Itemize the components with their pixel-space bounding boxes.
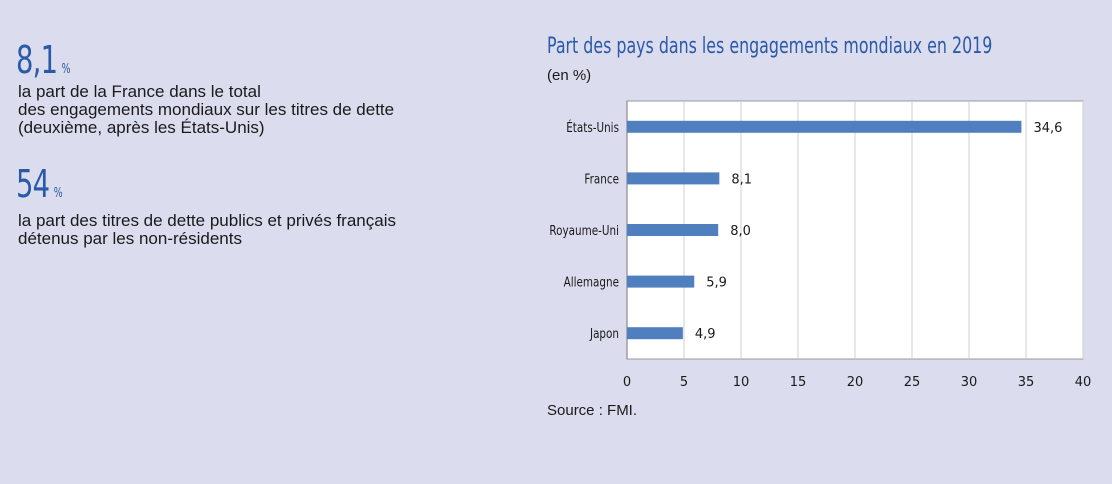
fact-2-value: 54%: [16, 162, 63, 206]
bar-Allemagne: [627, 275, 695, 288]
x-tick-label: 30: [961, 375, 978, 390]
category-label: Allemagne: [564, 274, 619, 289]
x-tick-label: 25: [904, 375, 921, 390]
category-label: France: [584, 171, 619, 186]
category-label: Japon: [589, 326, 619, 341]
fact-1-value: 8,1%: [16, 38, 71, 82]
x-tick-label: 20: [847, 375, 864, 390]
fact-2-text: la part des titres de dette publics et p…: [18, 211, 396, 248]
data-label: 5,9: [706, 276, 727, 291]
x-tick-label: 0: [623, 375, 631, 390]
bar-Japon: [627, 327, 683, 340]
x-tick-label: 5: [680, 375, 688, 390]
data-label: 8,0: [730, 224, 751, 239]
x-tick-label: 40: [1075, 375, 1092, 390]
category-label: Royaume-Uni: [549, 223, 619, 238]
bar-France: [627, 172, 720, 185]
data-label: 8,1: [731, 172, 752, 187]
bar-États-Unis: [627, 120, 1022, 133]
chart-unit: (en %): [547, 67, 592, 84]
x-tick-label: 35: [1018, 375, 1035, 390]
chart-source: Source : FMI.: [547, 402, 638, 419]
data-label: 34,6: [1033, 121, 1062, 136]
data-label: 4,9: [695, 327, 716, 342]
category-label: États-Unis: [566, 119, 619, 136]
bar-Royaume-Uni: [627, 224, 719, 236]
x-tick-label: 10: [733, 375, 750, 390]
x-tick-label: 15: [790, 375, 807, 390]
chart-title: Part des pays dans les engagements mondi…: [547, 34, 993, 59]
fact-1-text: la part de la France dans le total des en…: [18, 82, 395, 137]
